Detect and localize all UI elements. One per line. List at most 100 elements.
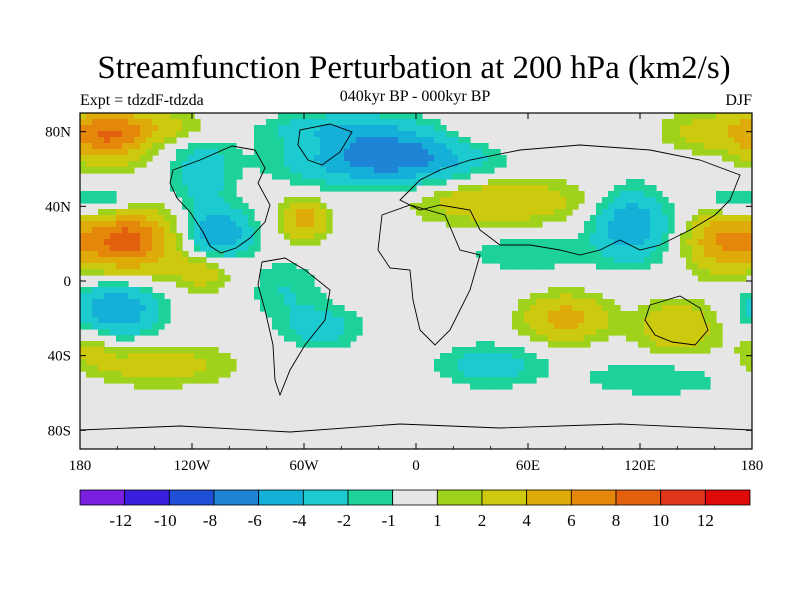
field-cell [164,269,171,276]
field-cell [554,335,561,342]
field-cell [524,371,531,378]
field-cell [296,305,303,312]
field-cell [608,245,615,252]
field-cell [632,233,639,240]
field-cell [428,149,435,156]
field-cell [626,239,633,246]
field-cell [488,215,495,222]
field-cell [134,161,141,168]
field-cell [686,317,693,324]
field-cell [614,191,621,198]
field-cell [140,215,147,222]
field-cell [92,215,99,222]
field-cell [248,251,255,258]
field-cell [218,155,225,162]
field-cell [722,233,729,240]
field-cell [302,287,309,294]
field-cell [272,119,279,126]
field-cell [572,251,579,258]
field-cell [308,287,315,294]
field-cell [80,347,87,354]
field-cell [122,119,129,126]
field-cell [494,179,501,186]
field-cell [224,203,231,210]
field-cell [128,215,135,222]
field-cell [98,143,105,150]
field-cell [242,245,249,252]
field-cell [170,245,177,252]
field-cell [86,137,93,144]
field-cell [206,203,213,210]
field-cell [398,149,405,156]
field-cell [608,251,615,258]
field-cell [746,245,752,252]
field-cell [650,209,657,216]
field-cell [458,197,465,204]
field-cell [704,149,711,156]
field-cell [260,155,267,162]
field-cell [104,119,111,126]
field-cell [308,215,315,222]
field-cell [638,371,645,378]
field-cell [158,137,165,144]
field-cell [656,221,663,228]
field-cell [470,347,477,354]
field-cell [230,149,237,156]
field-cell [692,131,699,138]
field-cell [476,341,483,348]
field-cell [320,209,327,216]
field-cell [206,143,213,150]
field-cell [548,185,555,192]
field-cell [188,353,195,360]
field-cell [560,245,567,252]
field-cell [740,143,747,150]
field-cell [470,167,477,174]
field-cell [518,215,525,222]
field-cell [110,269,117,276]
field-cell [374,125,381,132]
colorbar-box [392,489,438,506]
field-cell [674,125,681,132]
field-cell [500,251,507,258]
field-cell [704,341,711,348]
field-cell [602,215,609,222]
field-cell [170,179,177,186]
field-cell [518,185,525,192]
field-cell [530,245,537,252]
field-cell [362,131,369,138]
field-cell [530,185,537,192]
field-cell [686,305,693,312]
field-cell [452,347,459,354]
field-cell [158,257,165,264]
field-cell [194,377,201,384]
field-cell [584,239,591,246]
field-cell [530,311,537,318]
field-cell [746,251,752,258]
field-cell [662,215,669,222]
field-cell [734,155,741,162]
field-cell [746,113,752,120]
field-cell [716,137,723,144]
field-cell [206,245,213,252]
field-cell [98,113,105,120]
field-cell [608,227,615,234]
field-cell [686,329,693,336]
field-cell [716,341,723,348]
field-cell [362,137,369,144]
field-cell [308,299,315,306]
field-cell [452,173,459,180]
field-cell [350,311,357,318]
field-cell [224,197,231,204]
field-cell [698,305,705,312]
field-cell [224,215,231,222]
field-cell [314,155,321,162]
field-cell [620,317,627,324]
field-cell [518,191,525,198]
field-cell [338,185,345,192]
field-cell [596,311,603,318]
field-cell [344,329,351,336]
field-cell [254,293,261,300]
field-cell [434,155,441,162]
field-cell [164,299,171,306]
field-cell [614,257,621,264]
